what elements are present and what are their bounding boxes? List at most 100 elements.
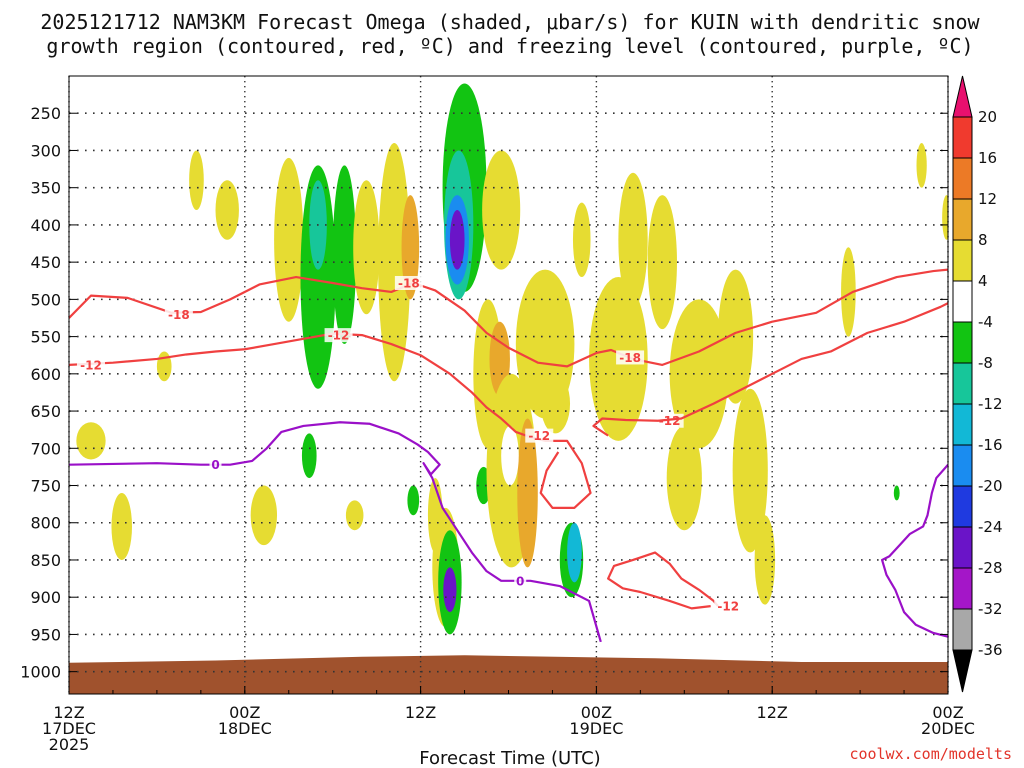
x-tick-label: 18DEC [218,719,272,738]
terrain-layer [69,655,948,694]
omega-region-45 [916,143,927,188]
colorbar-bin-1 [952,116,973,159]
y-tick-label: 400 [30,216,61,235]
y-tick-label: 500 [30,290,61,309]
omega-region-23 [449,210,465,270]
isotherm-red-contour-label: -12 [717,600,739,614]
colorbar-label: 12 [978,190,997,208]
x-tick-label: 12Z [757,703,788,722]
omega-region-46 [942,195,948,240]
x-tick-label: 17DEC [42,719,96,738]
omega-region-32 [540,373,571,434]
isotherm-red-contour-label-bg [616,350,645,365]
chart-title-line-1: 2025121712 NAM3KM Forecast Omega (shaded… [40,10,980,34]
credit-link[interactable]: coolwx.com/modelts [849,745,1012,763]
colorbar-bin-13 [952,608,973,651]
isotherm-purple-contour-1 [880,463,948,638]
colorbar-label: -24 [978,518,1003,536]
colorbar-label: -36 [978,641,1003,659]
y-tick-label: 700 [30,439,61,458]
omega-region-30 [501,425,519,486]
omega-region-43 [754,515,776,605]
isotherm-red-contour-label: -18 [398,276,420,290]
x-tick-label: 00Z [932,703,963,722]
colorbar-bin-3 [952,198,973,241]
isotherm-red-contour-3 [607,551,719,610]
colorbar-bin-12 [952,567,973,610]
colorbar-label: -20 [978,477,1003,495]
omega-region-12 [353,180,380,315]
x-tick-label: 12Z [53,703,84,722]
omega-region-39 [669,299,729,449]
isotherm-purple-contour-label: 0 [516,574,524,588]
omega-region-34 [567,522,582,583]
colorbar-bin-5 [952,280,973,323]
y-tick-label: 650 [30,402,61,421]
colorbar-bin-8 [952,403,973,446]
isotherm-red-contour-label: -18 [168,308,190,322]
omega-region-6 [274,157,304,322]
x-tick-label: 12Z [405,703,436,722]
colorbar-label: -12 [978,395,1003,413]
isotherm-purple-contour-label-bg [514,573,527,588]
isotherm-red-contour-label-bg [655,413,684,428]
colorbar-bin-4 [952,239,973,282]
colorbar-bin-10 [952,485,973,528]
colorbar-bin-11 [952,526,973,569]
isotherm-purple-contour-label-bg [209,457,222,472]
isotherm-red-contour-label: -12 [80,358,102,372]
isotherm-red-contour-label-bg [76,357,105,372]
x-tick-label: 00Z [581,703,612,722]
colorbar-label: 16 [978,149,997,167]
omega-region-1 [111,492,132,560]
x-tick-label: 20DEC [921,719,975,738]
isotherm-purple-contour-0 [69,421,602,643]
omega-region-14 [401,195,420,300]
y-tick-label: 600 [30,365,61,384]
omega-region-44 [841,247,856,337]
colorbar-label: -8 [978,354,993,372]
colorbar-label: -32 [978,600,1003,618]
omega-region-42 [732,388,768,553]
y-tick-label: 800 [30,514,61,533]
y-tick-label: 1000 [20,663,61,682]
isotherm-red-contour-label: -12 [328,329,350,343]
colorbar-bin-7 [952,362,973,405]
omega-region-4 [215,180,239,240]
isotherm-purple-contour-label: 0 [211,458,219,472]
omega-region-27 [482,150,521,270]
omega-region-29 [517,418,538,568]
terrain-band [69,655,948,694]
omega-region-15 [407,485,420,516]
x-tick-label: 00Z [229,703,260,722]
omega-region-13 [378,143,411,382]
omega-region-35 [572,202,591,278]
colorbar-bin-2 [952,157,973,200]
y-tick-label: 900 [30,588,61,607]
isotherm-red-contour-label: -12 [528,429,550,443]
omega-shading-layer [76,83,948,635]
colorbar-label: -4 [978,313,993,331]
y-tick-label: 750 [30,477,61,496]
colorbar: 20 16 12 8 4 -4 -8 -12 -16 -20 -24 -28 -32 -36 [952,75,1003,693]
y-tick-label: 950 [30,625,61,644]
isotherm-red-contour-label-bg [324,328,353,343]
chart-title-line-2: growth region (contoured, red, ºC) and f… [46,34,973,58]
x-tick-label: 2025 [49,735,90,754]
colorbar-label: 8 [978,231,988,249]
colorbar-label: -28 [978,559,1003,577]
isotherm-red-contour-label-bg [525,428,554,443]
isotherm-red-contour-1 [69,332,592,509]
colorbar-label: 20 [978,108,997,126]
isotherm-red-contour-label: -18 [619,351,641,365]
y-tick-label: 550 [30,328,61,347]
isotherm-red-contour-0 [69,268,948,368]
omega-region-0 [76,422,106,460]
omega-region-40 [666,425,702,531]
y-tick-label: 450 [30,253,61,272]
omega-region-9 [301,433,317,479]
y-axis: 250 300 350 400 450 500 550 600 650 700 750 800 850 9… [20,104,948,682]
omega-region-10 [332,165,357,345]
